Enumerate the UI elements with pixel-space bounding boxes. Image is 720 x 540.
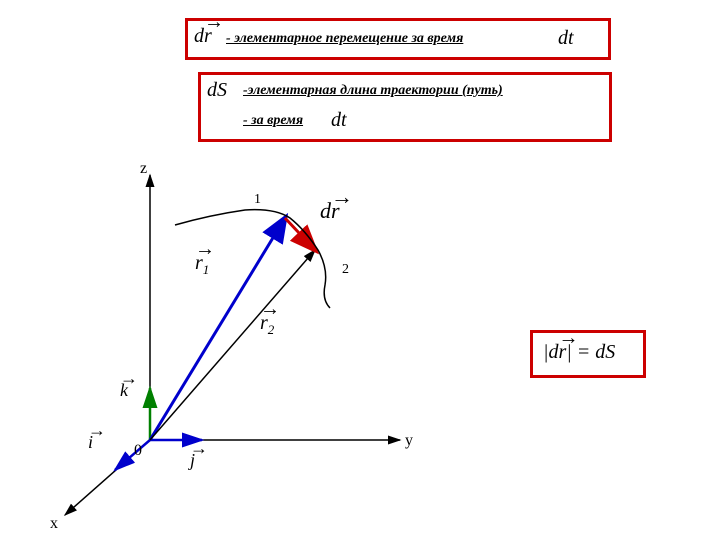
k-label: k→ (120, 380, 128, 401)
j-label: j→ (190, 450, 195, 471)
i-label: i→ (88, 432, 93, 453)
y-label: y (405, 432, 413, 450)
origin-label: 0 (134, 442, 142, 460)
dr-label: dr→ (320, 198, 340, 224)
vector-dr (285, 218, 315, 250)
coordinate-diagram (0, 0, 720, 540)
point-1-label: 1 (254, 192, 261, 208)
r1-label: r→1 (195, 252, 209, 278)
unit-i (115, 440, 150, 470)
x-label: x (50, 515, 58, 533)
point-2-label: 2 (342, 262, 349, 278)
z-label: z (140, 160, 147, 178)
vector-r2 (150, 250, 315, 440)
r2-label: r→2 (260, 312, 274, 338)
